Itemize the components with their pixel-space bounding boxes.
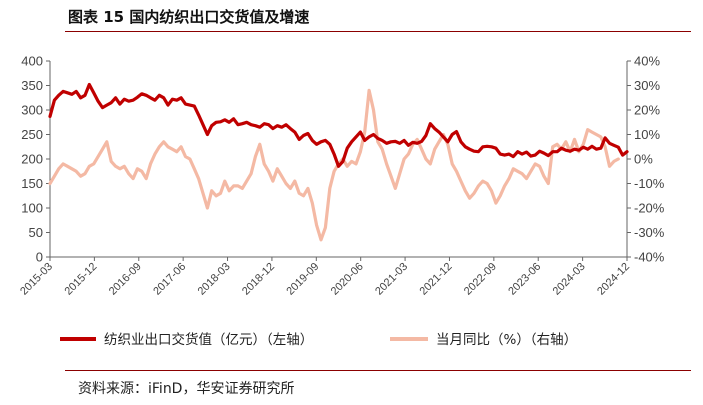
y-right-tick-label: -20% [634, 201, 665, 216]
x-tick-label: 2018-12 [240, 261, 277, 298]
y-left-tick-label: 250 [21, 127, 43, 142]
y-left-tick-label: 400 [21, 54, 43, 69]
y-left-tick-label: 0 [36, 250, 43, 265]
x-tick-label: 2019-09 [284, 261, 321, 298]
x-tick-label: 2016-09 [107, 261, 144, 298]
series-line-export-value [48, 82, 629, 168]
chart-series-layer [48, 82, 629, 242]
top-rule [65, 31, 691, 32]
x-tick-label: 2015-12 [62, 261, 99, 298]
x-tick-label: 2021-12 [418, 261, 455, 298]
x-tick-label: 2018-03 [196, 261, 233, 298]
y-right-tick-label: -30% [634, 225, 665, 240]
chart-legend: 纺织业出口交货值（亿元）（左轴） 当月同比（%）（右轴） [60, 331, 577, 348]
y-left-tick-label: 200 [21, 152, 43, 167]
y-left-tick-label: 100 [21, 201, 43, 216]
x-tick-label: 2024-12 [595, 261, 632, 298]
legend-label-yoy: 当月同比（%）（右轴） [436, 332, 577, 348]
y-left-tick-label: 150 [21, 176, 43, 191]
y-right-tick-label: -10% [634, 176, 665, 191]
x-tick-label: 2022-09 [462, 261, 499, 298]
chart-axes: 0 50 100 150 200 250 300 350 400 -40% -30% -20% -10%… [18, 54, 665, 298]
y-right-tick-label: 30% [634, 78, 660, 93]
y-left-tick-label: 50 [29, 225, 43, 240]
x-tick-label: 2017-06 [151, 261, 188, 298]
bottom-rule [65, 370, 691, 371]
y-right-tick-label: 20% [634, 103, 660, 118]
source-note: 资料来源：iFinD，华安证券研究所 [78, 381, 295, 397]
figure-title: 图表 15 国内纺织出口交货值及增速 [68, 8, 310, 26]
series-line-yoy-growth [48, 88, 620, 242]
y-right-tick-label: -40% [634, 250, 665, 265]
y-right-tick-label: 10% [634, 127, 660, 142]
x-tick-label: 2020-06 [329, 261, 366, 298]
legend-label-export-value: 纺织业出口交货值（亿元）（左轴） [104, 331, 313, 348]
x-tick-label: 2024-03 [551, 261, 588, 298]
y-left-tick-label: 300 [21, 103, 43, 118]
y-right-tick-label: 40% [634, 54, 660, 69]
y-right-tick-label: 0% [634, 152, 653, 167]
y-left-tick-label: 350 [21, 78, 43, 93]
x-tick-label: 2023-06 [506, 261, 543, 298]
x-tick-label: 2021-03 [373, 261, 410, 298]
x-tick-label: 2015-03 [18, 261, 55, 298]
